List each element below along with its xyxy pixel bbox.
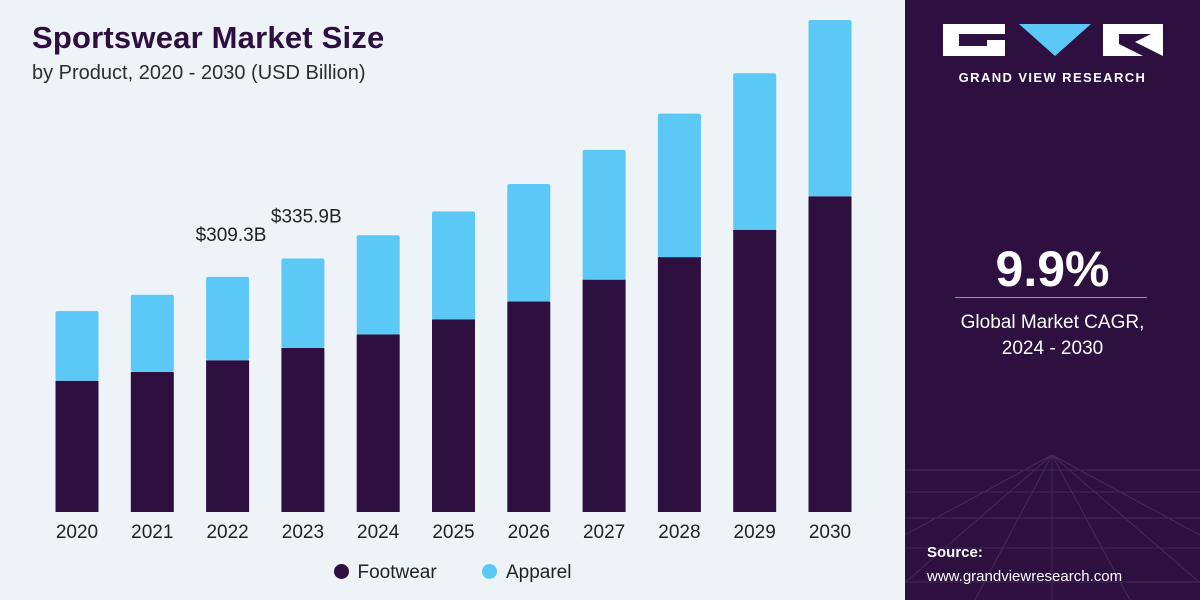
cagr-value: 9.9% xyxy=(995,241,1110,297)
x-tick-label-2024: 2024 xyxy=(357,522,400,543)
data-label-2023: $335.9B xyxy=(271,206,342,227)
bar-apparel-2021 xyxy=(130,294,174,372)
cagr-label-line1: Global Market CAGR, xyxy=(960,312,1145,333)
bar-apparel-2028 xyxy=(657,113,701,258)
bar-apparel-2020 xyxy=(55,311,99,381)
bar-footwear-2023 xyxy=(281,348,325,512)
x-tick-label-2029: 2029 xyxy=(734,522,776,543)
bar-footwear-2020 xyxy=(55,380,99,512)
source-link[interactable]: www.grandviewresearch.com xyxy=(927,568,1123,585)
chart-title: Sportswear Market Size xyxy=(32,20,385,55)
bar-footwear-2025 xyxy=(432,319,475,512)
legend-label-footwear: Footwear xyxy=(357,562,437,583)
x-tick-label-2027: 2027 xyxy=(583,522,625,543)
data-label-2022: $309.3B xyxy=(196,225,267,246)
cagr-label: Global Market CAGR, 2024 - 2030 xyxy=(905,310,1200,362)
legend-label-apparel: Apparel xyxy=(505,562,572,583)
chart-legend: Footwear Apparel xyxy=(0,562,905,584)
x-tick-label-2026: 2026 xyxy=(508,522,550,543)
bar-apparel-2027 xyxy=(582,149,626,280)
bar-apparel-2022 xyxy=(206,276,250,361)
x-tick-label-2022: 2022 xyxy=(206,522,248,543)
bar-footwear-2028 xyxy=(657,257,701,512)
apparel-swatch-icon xyxy=(481,564,497,579)
bar-apparel-2023 xyxy=(281,258,325,348)
legend-item-footwear: Footwear xyxy=(333,562,437,584)
bar-footwear-2022 xyxy=(206,360,250,512)
brand-name: GRAND VIEW RESEARCH xyxy=(958,70,1147,85)
bar-footwear-2030 xyxy=(808,196,852,513)
bar-apparel-2026 xyxy=(507,184,551,302)
bar-footwear-2021 xyxy=(130,371,174,512)
stacked-bar-chart: 2020 2021 2022 2023 2024 2025 2026 2027 2028 2029… xyxy=(55,20,852,543)
perspective-grid-decoration xyxy=(905,454,1200,600)
x-tick-label-2028: 2028 xyxy=(658,522,700,543)
bar-footwear-2024 xyxy=(356,334,400,512)
x-tick-label-2025: 2025 xyxy=(432,522,474,543)
info-panel: GRAND VIEW RESEARCH 9.9% Global Market C… xyxy=(905,0,1200,600)
bar-apparel-2024 xyxy=(356,235,400,335)
bar-footwear-2027 xyxy=(582,279,626,512)
bar-footwear-2029 xyxy=(733,229,777,513)
x-tick-label-2021: 2021 xyxy=(131,522,173,543)
bar-apparel-2030 xyxy=(808,20,852,197)
bar-footwear-2026 xyxy=(507,301,551,512)
gvr-logo-icon xyxy=(943,24,1163,56)
chart-subtitle: by Product, 2020 - 2030 (USD Billion) xyxy=(32,62,366,84)
legend-item-apparel: Apparel xyxy=(481,562,572,584)
x-tick-label-2030: 2030 xyxy=(809,522,851,543)
cagr-label-line2: 2024 - 2030 xyxy=(1001,338,1104,359)
bar-apparel-2025 xyxy=(432,211,475,320)
bar-apparel-2029 xyxy=(733,73,777,230)
divider xyxy=(955,297,1147,298)
footwear-swatch-icon xyxy=(333,564,349,579)
x-tick-label-2023: 2023 xyxy=(282,522,324,543)
chart-panel: Sportswear Market Size by Product, 2020 … xyxy=(0,20,905,584)
source-label: Source: xyxy=(927,544,983,561)
x-tick-label-2020: 2020 xyxy=(56,522,98,543)
